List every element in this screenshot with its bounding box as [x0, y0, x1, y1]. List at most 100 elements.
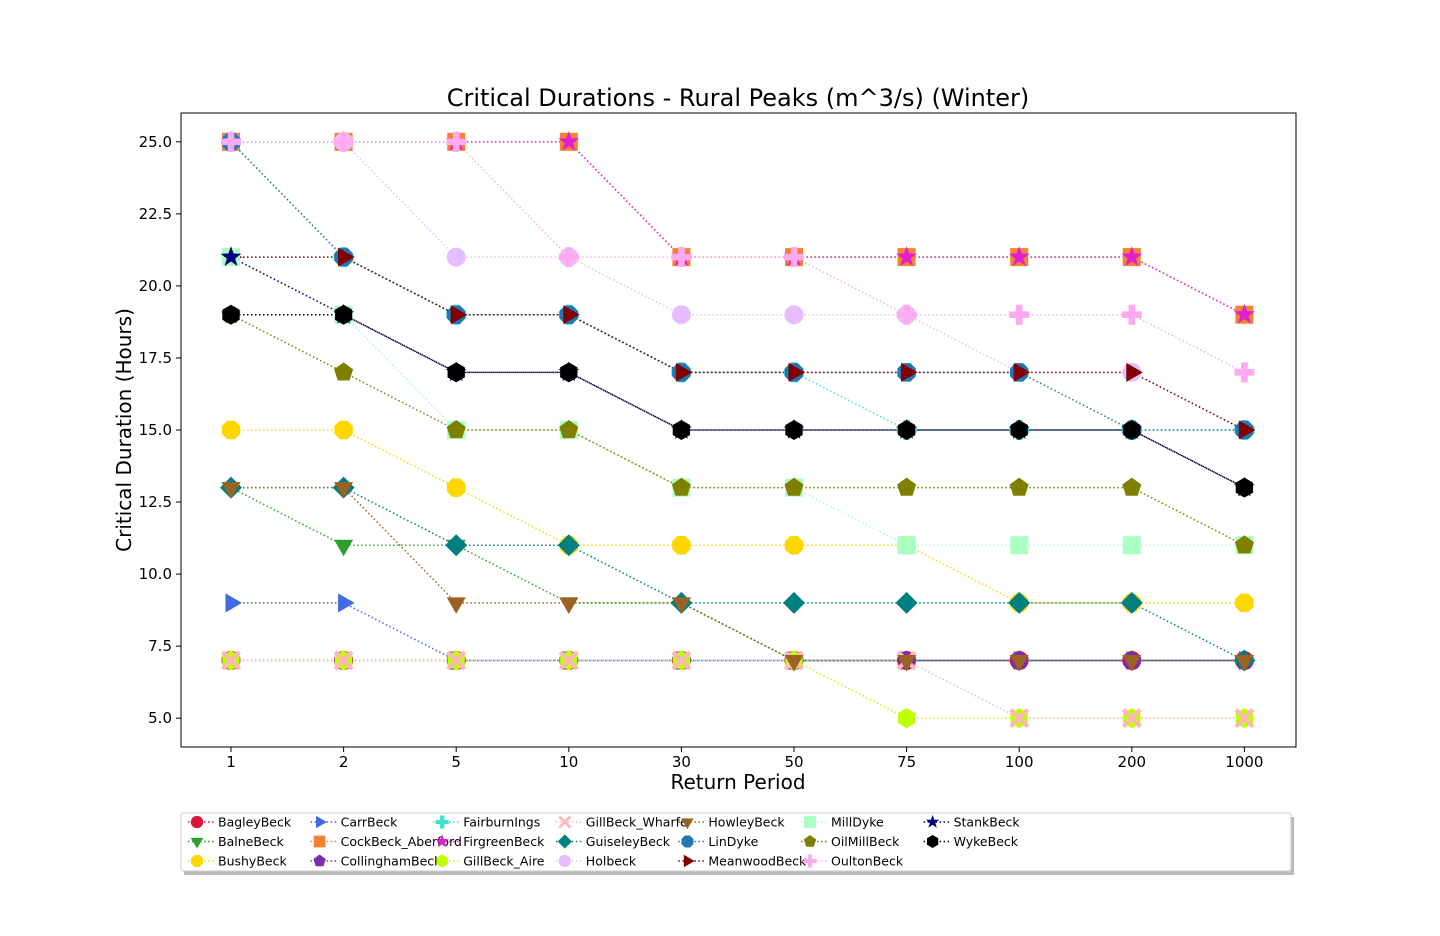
data-point-HowleyBeck: [559, 597, 579, 614]
legend-marker-MeanwoodBeck: [683, 854, 695, 868]
y-tick-label: 20.0: [139, 277, 172, 295]
data-point-WykeBeck: [785, 420, 803, 440]
data-point-HowleyBeck: [334, 482, 354, 499]
legend-marker-CockBeck_Aberford: [313, 835, 326, 848]
x-tick-label: 1000: [1225, 753, 1263, 771]
legend-marker-CarrBeck: [316, 815, 327, 829]
data-point-OilMillBeck: [559, 420, 579, 439]
legend-marker-LinDyke: [681, 835, 694, 848]
y-tick-label: 17.5: [139, 349, 172, 367]
data-point-GillBeck_Wharfe: [1234, 708, 1255, 729]
data-point-BushyBeck: [672, 536, 691, 555]
data-point-GuiseleyBeck: [557, 534, 580, 557]
y-tick-label: 25.0: [139, 133, 172, 151]
chart-title: Critical Durations - Rural Peaks (m^3/s)…: [447, 84, 1030, 112]
legend-label-BushyBeck: BushyBeck: [218, 854, 287, 869]
series-line-Holbeck: [231, 141, 1245, 431]
series-line-BushyBeck: [231, 429, 1245, 604]
series-line-CockBeck_Aberford: [231, 141, 1245, 316]
data-point-WykeBeck: [672, 420, 691, 440]
series-line-FairburnIngs: [230, 141, 1245, 431]
data-point-WykeBeck: [222, 304, 240, 325]
data-point-GillBeck_Wharfe: [671, 650, 692, 671]
data-point-MillDyke: [1122, 536, 1141, 555]
series-line-WykeBeck: [231, 313, 1245, 489]
legend-marker-MillDyke: [804, 816, 816, 828]
series-line-LinDyke: [230, 141, 1245, 431]
data-point-OilMillBeck: [671, 477, 691, 496]
data-point-OilMillBeck: [334, 362, 354, 381]
x-tick-label: 5: [451, 753, 461, 771]
y-tick-label: 15.0: [139, 421, 172, 439]
legend-marker-BagleyBeck: [190, 815, 204, 829]
series-line-GillBeck_Aire: [231, 659, 1245, 719]
data-point-MeanwoodBeck: [675, 362, 693, 382]
legend-label-LinDyke: LinDyke: [708, 834, 758, 849]
data-point-OilMillBeck: [1234, 535, 1254, 554]
y-tick-label: 12.5: [139, 493, 172, 511]
series-line-GillBeck_Wharfe: [231, 659, 1245, 719]
legend-marker-StankBeck: [925, 814, 940, 828]
data-point-OultonBeck: [896, 304, 917, 325]
data-point-OilMillBeck: [784, 477, 804, 496]
data-point-GillBeck_Wharfe: [221, 650, 241, 671]
legend-label-BalneBeck: BalneBeck: [218, 834, 284, 849]
data-point-GillBeck_Wharfe: [1121, 708, 1142, 729]
data-point-GillBeck_Wharfe: [333, 650, 354, 671]
data-point-MeanwoodBeck: [338, 247, 355, 267]
series-line-HowleyBeck: [231, 486, 1245, 662]
data-point-OultonBeck: [446, 131, 467, 152]
data-point-GillBeck_Wharfe: [446, 650, 467, 671]
legend-label-CollinghamBeck: CollinghamBeck: [341, 854, 443, 869]
legend-marker-GuiseleyBeck: [557, 834, 572, 849]
series-line-GuiseleyBeck: [231, 486, 1245, 662]
legend-label-MillDyke: MillDyke: [831, 815, 884, 830]
legend-marker-OultonBeck: [803, 854, 817, 868]
y-tick-label: 5.0: [148, 709, 172, 727]
data-point-GuiseleyBeck: [445, 534, 468, 557]
data-point-BushyBeck: [446, 478, 466, 497]
x-tick-label: 75: [897, 753, 916, 771]
data-point-WykeBeck: [447, 362, 465, 383]
legend-marker-Holbeck: [558, 854, 571, 868]
y-tick-label: 22.5: [139, 205, 172, 223]
data-point-GillBeck_Wharfe: [558, 650, 579, 671]
legend-label-CarrBeck: CarrBeck: [341, 815, 399, 830]
legend-label-OilMillBeck: OilMillBeck: [831, 834, 900, 849]
data-point-GillBeck_Aire: [897, 708, 916, 729]
data-point-BushyBeck: [1235, 593, 1254, 613]
data-point-MeanwoodBeck: [450, 305, 468, 325]
data-point-OultonBeck: [1121, 304, 1142, 325]
data-point-FirgreenBeck: [1233, 303, 1255, 324]
x-tick-label: 30: [672, 753, 691, 771]
data-point-OultonBeck: [221, 131, 241, 152]
x-tick-label: 50: [784, 753, 803, 771]
axes: 1 2 5 10 30 50 75 100 200 1000 5.0 7.5 10.0 12.5 15.0 1…: [139, 133, 1264, 771]
data-point-HowleyBeck: [1122, 655, 1142, 672]
data-point-MillDyke: [897, 536, 916, 555]
series-line-OultonBeck: [231, 141, 1245, 374]
y-axis-title: Critical Duration (Hours): [112, 308, 136, 552]
legend-marker-FairburnIngs: [435, 815, 449, 829]
data-point-MeanwoodBeck: [1126, 362, 1143, 382]
data-point-FirgreenBeck: [896, 246, 918, 266]
data-point-OilMillBeck: [446, 420, 466, 439]
data-point-OultonBeck: [671, 247, 692, 268]
x-tick-label: 100: [1005, 753, 1034, 771]
x-tick-label: 2: [339, 753, 349, 771]
legend-label-CockBeck_Aberford: CockBeck_Aberford: [341, 834, 462, 849]
data-point-FirgreenBeck: [558, 130, 580, 151]
data-point-HowleyBeck: [784, 655, 804, 672]
legend-marker-WykeBeck: [926, 835, 939, 848]
legend-label-GillBeck_Aire: GillBeck_Aire: [463, 854, 545, 869]
data-point-MeanwoodBeck: [563, 305, 580, 325]
data-point-WykeBeck: [1010, 420, 1028, 440]
data-point-OilMillBeck: [1122, 477, 1142, 496]
data-point-OilMillBeck: [1009, 477, 1029, 496]
data-point-MeanwoodBeck: [1238, 420, 1256, 440]
data-point-GuiseleyBeck: [895, 591, 918, 614]
data-point-Holbeck: [446, 247, 466, 267]
data-point-FirgreenBeck: [1121, 246, 1143, 266]
legend-label-MeanwoodBeck: MeanwoodBeck: [708, 854, 807, 869]
series-line-CarrBeck: [231, 602, 1245, 662]
